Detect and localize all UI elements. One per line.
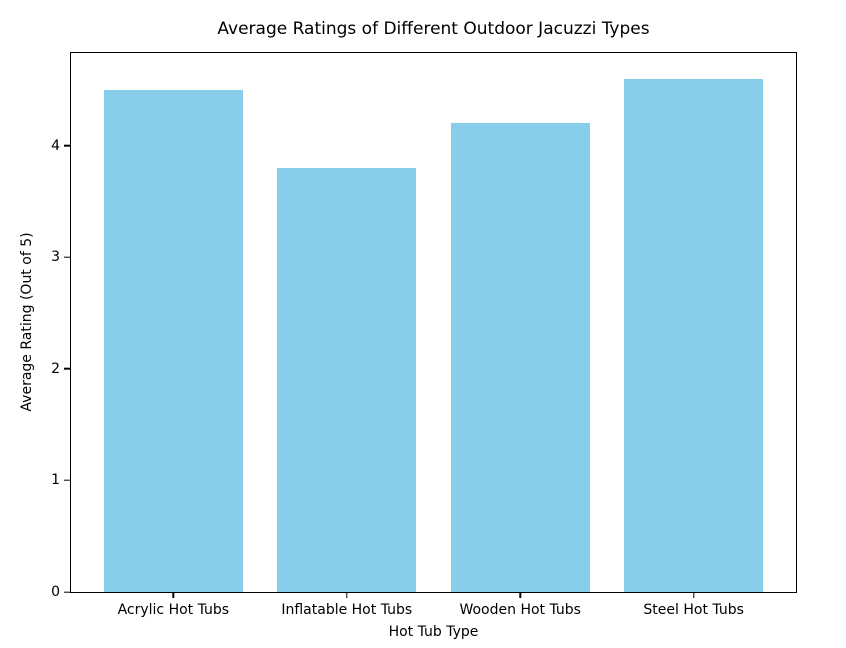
- bar-2: [450, 123, 590, 592]
- y-tick-mark: [64, 144, 70, 147]
- x-tick-label: Acrylic Hot Tubs: [117, 602, 230, 618]
- bar-0: [103, 89, 243, 592]
- x-tick-label: Wooden Hot Tubs: [459, 602, 581, 618]
- x-axis-label: Hot Tub Type: [388, 624, 479, 640]
- plot-area: Acrylic Hot Tubs Inflatable Hot Tubs Woode…: [51, 52, 797, 618]
- y-axis-label: Average Rating (Out of 5): [19, 232, 35, 412]
- x-tick-mark: [692, 592, 695, 598]
- y-tick-mark: [64, 368, 70, 370]
- y-tick-mark: [64, 591, 70, 593]
- y-tick-mark: [64, 479, 70, 482]
- y-tick-mark: [64, 256, 70, 258]
- x-tick-mark: [346, 592, 348, 598]
- x-tick-mark: [519, 592, 521, 598]
- x-tick-label: Steel Hot Tubs: [643, 602, 744, 618]
- x-tick-mark: [172, 592, 175, 598]
- bar-1: [277, 167, 417, 592]
- bar-3: [624, 78, 764, 592]
- chart-title: Average Ratings of Different Outdoor Jac…: [217, 19, 650, 39]
- x-tick-label: Inflatable Hot Tubs: [281, 602, 413, 618]
